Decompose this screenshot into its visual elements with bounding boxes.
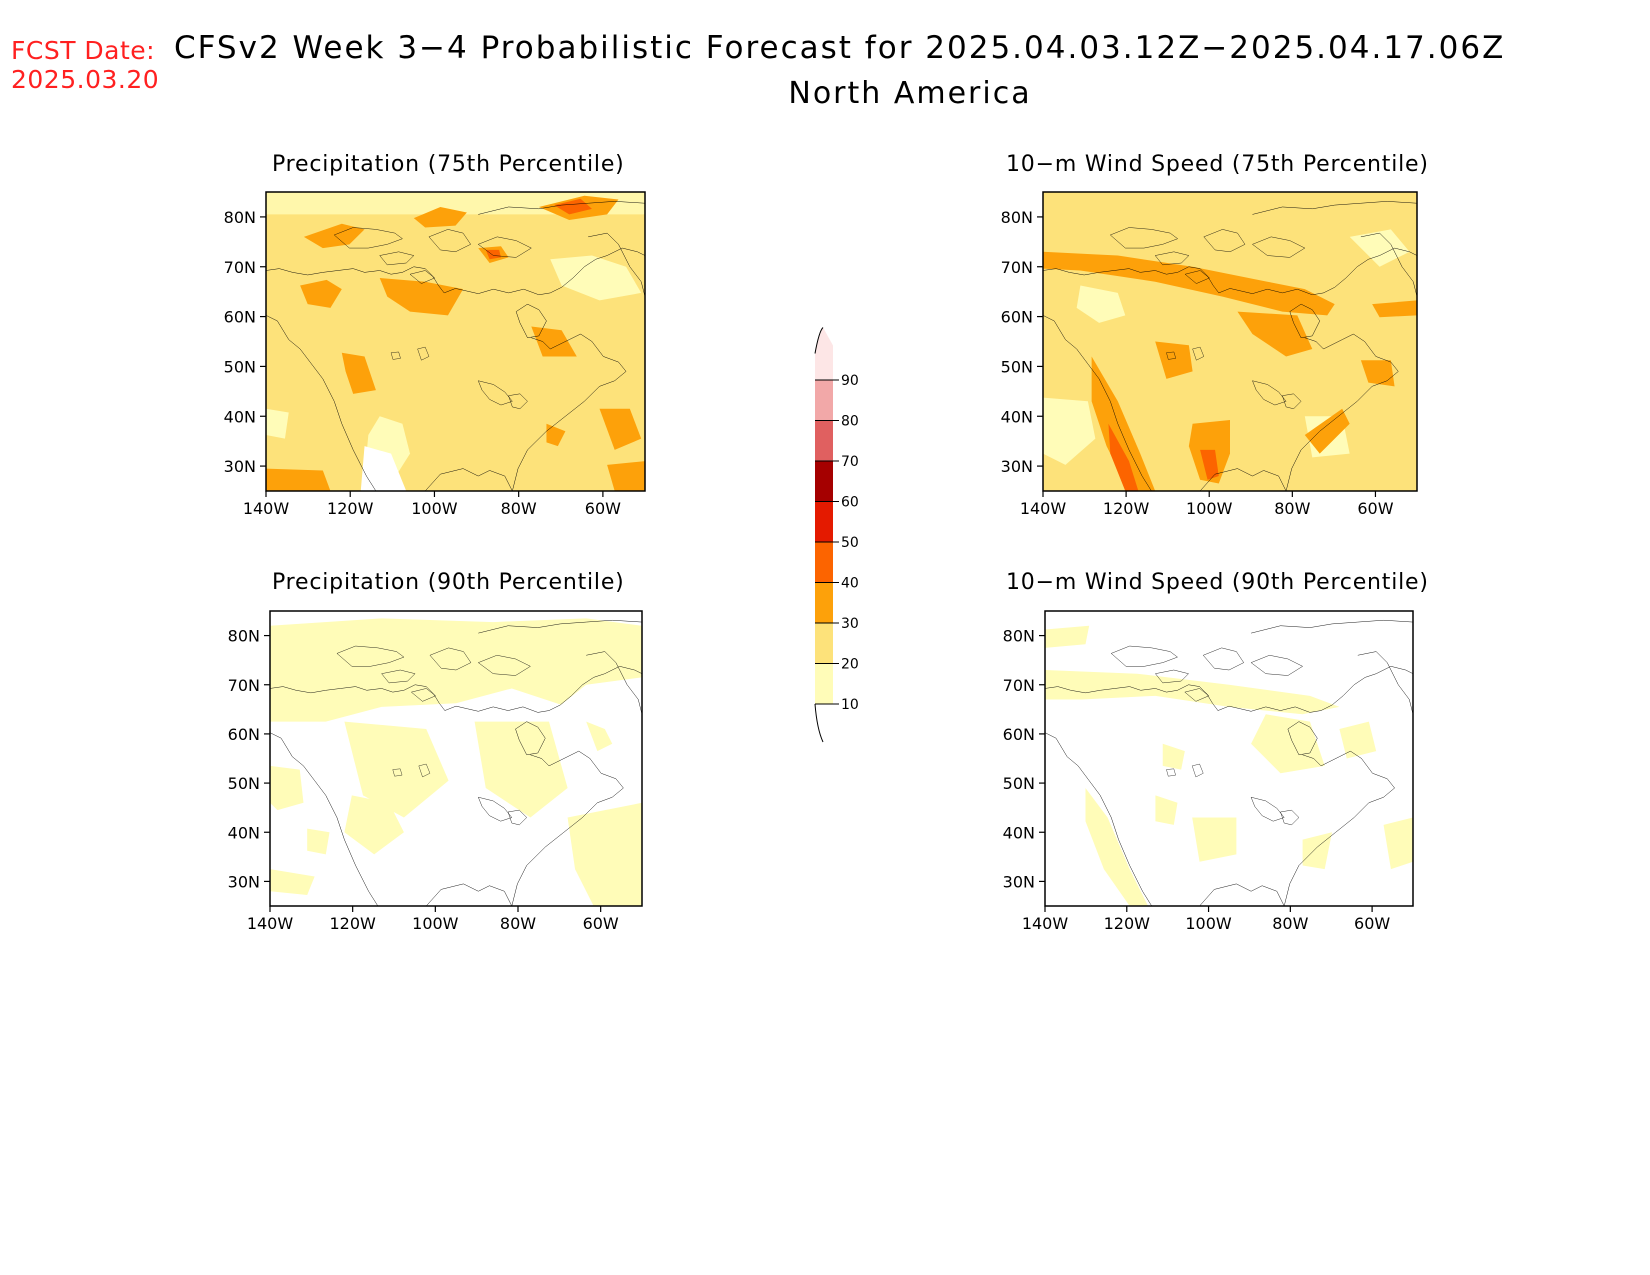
lon-tick-label: 140W — [1022, 914, 1069, 933]
map-wind-90 — [1044, 610, 1414, 907]
lat-tick-label: 40N — [1001, 407, 1033, 426]
lon-tick-label: 60W — [583, 914, 619, 933]
lat-tick-label: 60N — [228, 725, 260, 744]
axes-layer: 30N 40N 50N 60N 70N 80N 140W 120W 100W 80W 60W 30N 4… — [224, 208, 1394, 933]
lon-tick-label: 60W — [1354, 914, 1390, 933]
colorbar-label: 40 — [841, 576, 859, 592]
colorbar-swatch — [815, 663, 833, 704]
colorbar-swatch — [815, 380, 833, 421]
colorbar-swatch — [815, 420, 833, 461]
lat-tick-label: 50N — [1001, 357, 1033, 376]
colorbar-swatch — [815, 623, 833, 664]
panel-title-wind-75: 10−m Wind Speed (75th Percentile) — [1006, 152, 1429, 177]
region-title: North America — [788, 76, 1032, 111]
lat-tick-label: 50N — [224, 357, 256, 376]
panel-title-wind-90: 10−m Wind Speed (90th Percentile) — [1006, 570, 1429, 595]
colorbar-label: 30 — [841, 616, 859, 632]
lon-tick-label: 140W — [1020, 499, 1067, 518]
colorbar-swatch — [815, 582, 833, 623]
lat-tick-label: 50N — [228, 774, 260, 793]
page-title: CFSv2 Week 3−4 Probabilistic Forecast fo… — [174, 30, 1506, 66]
colorbar-label: 50 — [841, 535, 859, 551]
map-wind-75 — [1042, 191, 1418, 492]
colorbar-tail-bottom — [814, 703, 824, 743]
lon-tick-label: 140W — [243, 499, 290, 518]
lat-tick-label: 70N — [1003, 676, 1035, 695]
colorbar-swatch — [815, 327, 833, 380]
lat-tick-label: 80N — [1003, 627, 1035, 646]
colorbar-swatch — [815, 542, 833, 583]
lat-tick-label: 70N — [228, 676, 260, 695]
lon-tick-label: 60W — [585, 499, 621, 518]
lon-tick-label: 140W — [247, 914, 294, 933]
lon-tick-label: 100W — [1185, 914, 1232, 933]
lat-tick-label: 40N — [1003, 823, 1035, 842]
lat-tick-label: 40N — [224, 407, 256, 426]
colorbar-swatch — [815, 461, 833, 502]
lon-tick-label: 60W — [1357, 499, 1393, 518]
colorbar-tail-top — [814, 327, 824, 354]
lon-tick-label: 80W — [501, 499, 537, 518]
lat-tick-label: 50N — [1003, 774, 1035, 793]
lat-tick-label: 80N — [224, 208, 256, 227]
lat-tick-label: 70N — [224, 258, 256, 277]
lat-tick-label: 80N — [1001, 208, 1033, 227]
map-precip-90 — [269, 610, 643, 907]
lat-tick-label: 30N — [228, 872, 260, 891]
lon-tick-label: 120W — [1103, 499, 1150, 518]
lat-tick-label: 80N — [228, 627, 260, 646]
lat-tick-label: 60N — [1003, 725, 1035, 744]
lon-tick-label: 100W — [1186, 499, 1233, 518]
lon-tick-label: 100W — [411, 499, 458, 518]
lat-tick-label: 70N — [1001, 258, 1033, 277]
colorbar-label: 20 — [841, 657, 859, 673]
colorbar-swatch — [815, 501, 833, 542]
fcst-date-caption: FCST Date: — [11, 36, 156, 65]
colorbar-label: 80 — [841, 414, 859, 430]
panel-title-precip-75: Precipitation (75th Percentile) — [272, 152, 625, 177]
lat-tick-label: 40N — [228, 823, 260, 842]
fcst-date-value: 2025.03.20 — [11, 65, 160, 94]
lon-tick-label: 80W — [1272, 914, 1308, 933]
lon-tick-label: 120W — [327, 499, 374, 518]
map-precip-75 — [265, 191, 646, 492]
lat-tick-label: 60N — [224, 308, 256, 327]
lon-tick-label: 80W — [1274, 499, 1310, 518]
colorbar-label: 10 — [841, 697, 859, 713]
colorbar-label: 90 — [841, 373, 859, 389]
lon-tick-label: 100W — [412, 914, 459, 933]
panel-title-precip-90: Precipitation (90th Percentile) — [272, 570, 625, 595]
lat-tick-label: 60N — [1001, 308, 1033, 327]
colorbar: 10 20 30 40 50 60 70 80 90 — [814, 327, 859, 743]
lat-tick-label: 30N — [224, 457, 256, 476]
lon-tick-label: 120W — [329, 914, 376, 933]
lon-tick-label: 120W — [1104, 914, 1151, 933]
lat-tick-label: 30N — [1003, 872, 1035, 891]
colorbar-label: 70 — [841, 454, 859, 470]
forecast-date-label: FCST Date: 2025.03.20 — [11, 36, 159, 94]
lat-tick-label: 30N — [1001, 457, 1033, 476]
colorbar-label: 60 — [841, 495, 859, 511]
lon-tick-label: 80W — [500, 914, 536, 933]
